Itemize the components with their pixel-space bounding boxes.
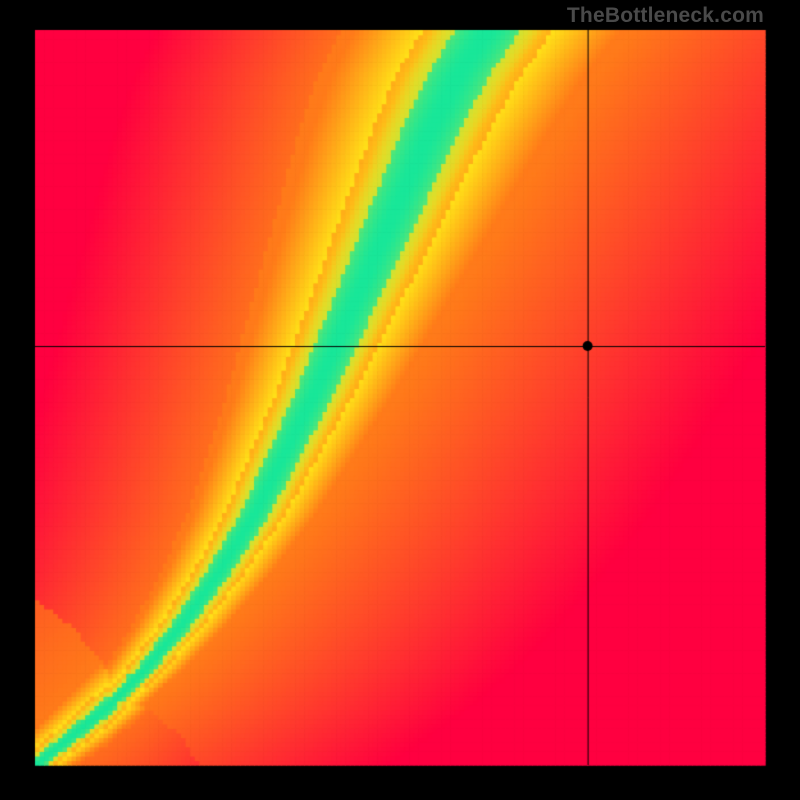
chart-container: TheBottleneck.com [0, 0, 800, 800]
heatmap-canvas [0, 0, 800, 800]
watermark-text: TheBottleneck.com [567, 4, 764, 28]
